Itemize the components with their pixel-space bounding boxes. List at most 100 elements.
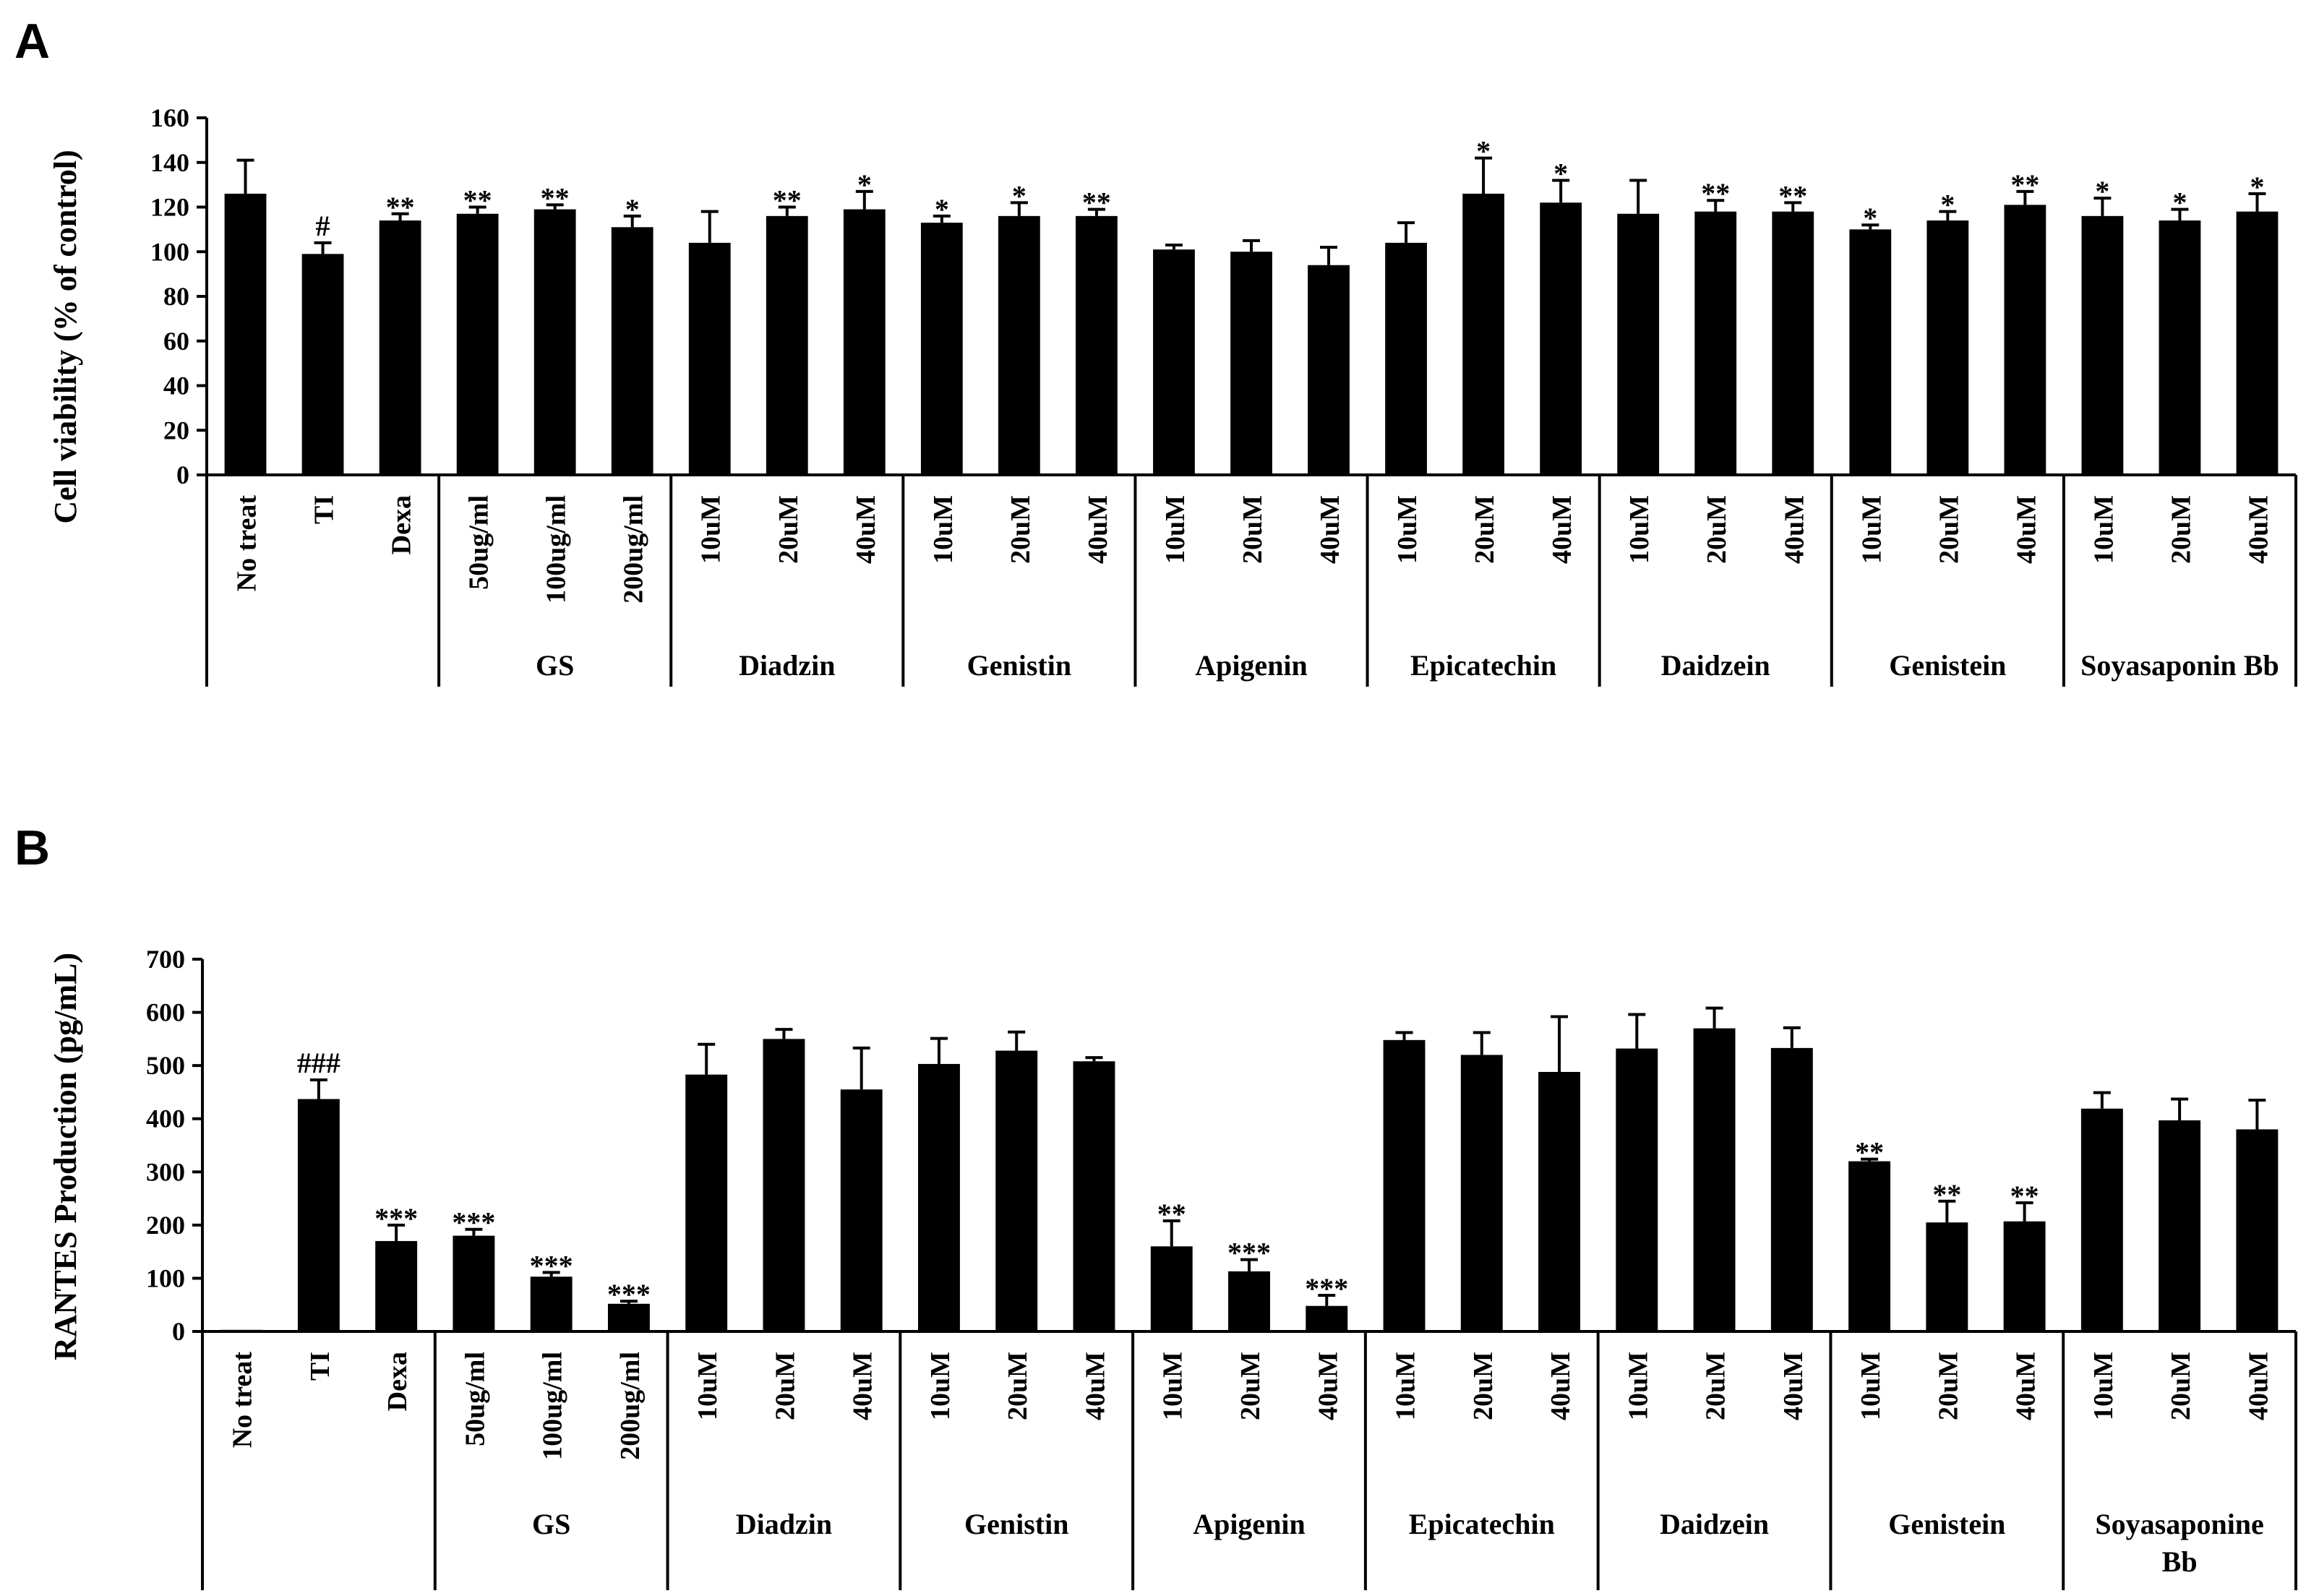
group-label: Genistein	[1888, 1508, 2005, 1540]
x-tick-label: 40uM	[1546, 1352, 1576, 1420]
x-tick-label: 10uM	[1160, 495, 1191, 564]
x-tick-label: No treat	[232, 495, 262, 592]
bar	[1616, 1048, 1658, 1331]
group-label: Diadzin	[739, 649, 835, 682]
bar	[2003, 1221, 2046, 1331]
panel-b: B RANTES Production (pg/mL) 0 100 200 300 40…	[14, 820, 2297, 1590]
bar	[220, 1329, 262, 1331]
significance-label: #	[316, 210, 330, 242]
x-tick-label: 10uM	[1856, 1352, 1886, 1420]
significance-label: *	[857, 168, 872, 201]
x-tick-label: 40uM	[1778, 1352, 1809, 1420]
x-tick-label: 40uM	[848, 1352, 878, 1420]
bar	[1076, 215, 1118, 475]
x-tick-label: 20uM	[2166, 495, 2196, 564]
bar	[607, 1303, 650, 1331]
bar	[685, 1074, 728, 1331]
x-tick-label: 100ug/ml	[541, 495, 572, 604]
significance-label: **	[541, 181, 570, 214]
x-tick-label: 10uM	[1391, 1352, 1421, 1420]
bar	[920, 223, 963, 475]
bar	[530, 1277, 573, 1331]
y-tick-label: 700	[146, 945, 185, 974]
significance-label: **	[1778, 179, 1807, 212]
group-label: Genistin	[967, 649, 1071, 682]
significance-label: **	[2010, 1180, 2039, 1212]
x-tick-label: No treat	[228, 1352, 258, 1449]
panel-a-letter: A	[14, 14, 50, 69]
bar	[297, 1099, 340, 1331]
x-tick-label: 20uM	[1470, 495, 1500, 564]
x-tick-label: 10uM	[1624, 495, 1655, 564]
group-label: Daidzein	[1661, 649, 1770, 682]
group-label: Apigenin	[1195, 649, 1308, 682]
bar	[224, 193, 267, 475]
y-tick-label: 500	[146, 1051, 185, 1080]
bar	[2159, 1120, 2201, 1331]
significance-label: **	[1932, 1178, 1961, 1211]
panel-b-plot-area: 0 100 200 300 400 500 600 700 No treat ### TI *** De…	[146, 945, 2297, 1590]
group-label: Epicatechin	[1409, 1508, 1555, 1540]
significance-label: **	[386, 191, 415, 223]
bar	[1228, 1271, 1270, 1331]
bar	[840, 1089, 883, 1331]
significance-label: **	[1855, 1136, 1884, 1169]
bar	[533, 209, 576, 475]
x-tick-label: 20uM	[1235, 1352, 1266, 1420]
bar	[2159, 220, 2201, 475]
x-tick-label: 40uM	[1779, 495, 1809, 564]
x-tick-label: 200ug/ml	[619, 495, 649, 604]
bar	[918, 1063, 960, 1331]
significance-label: ***	[607, 1278, 651, 1310]
bar	[998, 215, 1040, 475]
x-tick-label: TI	[305, 1352, 335, 1381]
bar	[375, 1240, 418, 1331]
x-tick-label: 10uM	[693, 1352, 723, 1420]
x-tick-label: 50ug/ml	[464, 495, 494, 590]
bar	[688, 242, 731, 475]
bar	[1462, 193, 1505, 475]
x-tick-label: 10uM	[696, 495, 726, 564]
bar	[995, 1050, 1038, 1331]
x-tick-label: 10uM	[2088, 495, 2119, 564]
group-label: Epicatechin	[1410, 649, 1556, 682]
bar	[1617, 213, 1660, 475]
panel-a-y-axis-label: Cell viability (% of control)	[48, 150, 83, 523]
panel-a: A Cell viability (% of control) 0 20 40 60 8…	[14, 14, 2297, 687]
y-tick-label: 300	[146, 1157, 185, 1186]
bar	[1308, 265, 1350, 475]
significance-label: ***	[452, 1206, 495, 1239]
significance-label: *	[1940, 189, 1955, 221]
x-tick-label: 40uM	[2011, 1352, 2041, 1420]
group-label: Diadzin	[736, 1508, 832, 1540]
y-tick-label: 80	[163, 282, 189, 311]
bar	[2236, 1129, 2279, 1331]
x-tick-label: 10uM	[1158, 1352, 1188, 1420]
bar	[1540, 202, 1582, 475]
x-tick-label: 100ug/ml	[538, 1352, 568, 1460]
group-label: Soyasaponin Bb	[2080, 649, 2279, 682]
significance-label: *	[1553, 157, 1568, 189]
x-tick-label: 10uM	[1623, 1352, 1653, 1420]
significance-label: ###	[297, 1047, 340, 1079]
bar	[1383, 1039, 1426, 1331]
bar	[1538, 1071, 1580, 1331]
y-tick-label: 100	[146, 1264, 185, 1292]
bar	[1926, 220, 1969, 475]
bar	[1693, 1028, 1736, 1331]
significance-label: **	[463, 184, 492, 217]
bar	[2004, 205, 2046, 475]
x-tick-label: 40uM	[1313, 1352, 1343, 1420]
significance-label: *	[1863, 202, 1877, 234]
bar	[2236, 211, 2279, 475]
y-tick-label: 20	[163, 416, 189, 445]
panel-b-y-axis-label: RANTES Production (pg/mL)	[48, 953, 83, 1360]
significance-label: **	[1082, 186, 1111, 219]
x-tick-label: 20uM	[1468, 1352, 1499, 1420]
x-tick-label: 40uM	[2243, 1352, 2273, 1420]
bar	[1306, 1305, 1348, 1331]
x-tick-label: 40uM	[1080, 1352, 1110, 1420]
y-tick-label: 200	[146, 1211, 185, 1240]
